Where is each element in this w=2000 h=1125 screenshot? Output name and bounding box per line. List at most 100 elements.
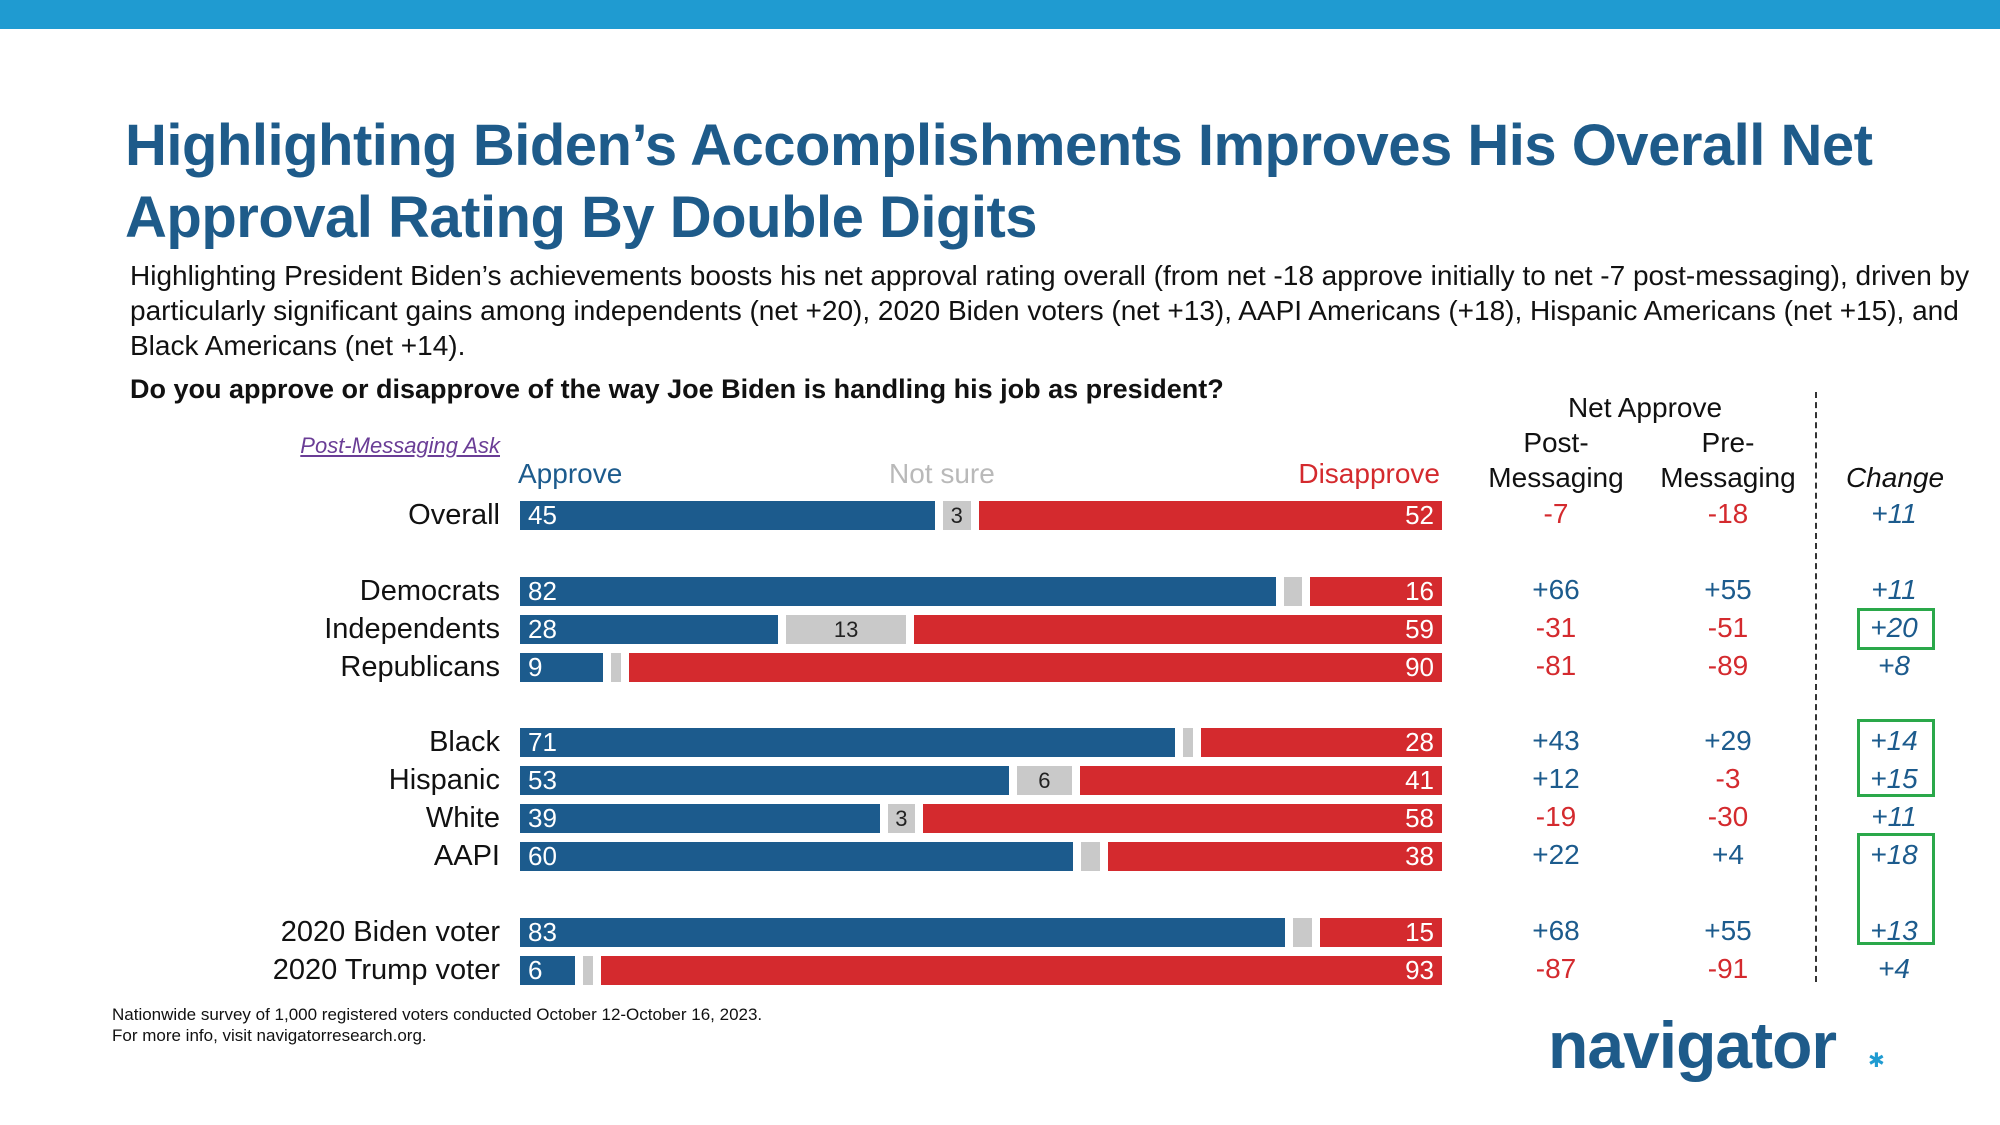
row-label: Independents [324, 613, 500, 645]
row-label: Hispanic [388, 764, 500, 796]
disapprove-bar [923, 804, 1442, 833]
disapprove-bar [601, 956, 1442, 985]
disapprove-bar [1107, 842, 1442, 871]
approve-value: 9 [528, 652, 543, 682]
net-pre-messaging-value: -18 [1707, 498, 1749, 529]
disapprove-bar [1079, 766, 1442, 795]
column-header-post-messaging: Post- Messaging [1488, 427, 1624, 493]
page-title: Highlighting Biden’s Accomplishments Imp… [125, 113, 1873, 250]
approve-value: 53 [528, 765, 557, 795]
top-accent-bar [0, 0, 2000, 29]
page-subtitle: Highlighting President Biden’s achieveme… [130, 260, 1970, 361]
survey-question: Do you approve or disapprove of the way … [130, 374, 1224, 404]
not-sure-value: 13 [833, 617, 859, 642]
net-post-messaging-value: -7 [1543, 498, 1569, 529]
navigator-logo: navigator [1548, 1008, 1837, 1082]
change-highlight-box [1857, 608, 1935, 650]
net-post-messaging-value: +43 [1532, 725, 1580, 756]
disapprove-value: 58 [1405, 803, 1434, 833]
change-value: +11 [1871, 801, 1917, 832]
row-label: Overall [408, 499, 500, 531]
column-divider [1815, 392, 1817, 982]
net-pre-messaging-value: +29 [1704, 725, 1752, 756]
disapprove-value: 28 [1405, 727, 1434, 757]
disapprove-value: 59 [1405, 614, 1434, 644]
disapprove-bar [1319, 918, 1442, 947]
not-sure-bar [1081, 842, 1100, 871]
net-pre-messaging-value: -51 [1707, 612, 1749, 643]
approve-value: 6 [528, 955, 543, 985]
disapprove-value: 90 [1405, 652, 1434, 682]
not-sure-bar [1182, 728, 1193, 757]
not-sure-bar [610, 653, 621, 682]
not-sure-value: 3 [895, 806, 908, 831]
row-label: 2020 Trump voter [272, 954, 500, 986]
approve-value: 83 [528, 917, 557, 947]
row-label: White [425, 802, 500, 834]
not-sure-bar [786, 615, 907, 644]
disapprove-value: 15 [1405, 917, 1434, 947]
row-label: Black [429, 726, 500, 758]
disapprove-value: 93 [1405, 955, 1434, 985]
approve-value: 45 [528, 500, 557, 530]
approve-value: 39 [528, 803, 557, 833]
net-post-messaging-value: +22 [1532, 839, 1580, 870]
post-messaging-ask-label: Post-Messaging Ask [300, 433, 500, 458]
net-pre-messaging-value: +55 [1704, 915, 1752, 946]
change-value: +8 [1878, 650, 1910, 681]
change-value: +14 [1870, 725, 1918, 756]
row-label: Republicans [340, 651, 500, 683]
not-sure-value: 6 [1038, 768, 1051, 793]
disapprove-value: 38 [1405, 841, 1434, 871]
approve-bar [520, 501, 935, 530]
net-pre-messaging-value: -91 [1707, 953, 1749, 984]
net-post-messaging-value: +66 [1532, 574, 1580, 605]
net-pre-messaging-value: -3 [1715, 763, 1741, 794]
approve-bar [520, 766, 1009, 795]
disapprove-bar [628, 653, 1442, 682]
disapprove-value: 52 [1405, 500, 1434, 530]
disapprove-bar [1200, 728, 1442, 757]
change-value: +20 [1870, 612, 1918, 643]
row-label: 2020 Biden voter [280, 916, 500, 948]
change-value: +4 [1878, 953, 1910, 984]
net-post-messaging-value: -87 [1535, 953, 1577, 984]
disapprove-value: 41 [1405, 765, 1434, 795]
change-value: +15 [1870, 763, 1918, 794]
disapprove-bar [1310, 577, 1442, 606]
disapprove-bar [914, 615, 1442, 644]
approve-value: 82 [528, 576, 557, 606]
approve-bar [520, 956, 576, 985]
net-post-messaging-value: -81 [1535, 650, 1577, 681]
approve-bar [520, 804, 880, 833]
net-pre-messaging-value: -89 [1707, 650, 1749, 681]
not-sure-bar [942, 501, 971, 530]
approve-value: 28 [528, 614, 557, 644]
row-label: Democrats [359, 575, 500, 607]
legend-approve: Approve [518, 458, 623, 489]
approve-bar [520, 842, 1074, 871]
change-value: +13 [1870, 915, 1918, 946]
approve-value: 60 [528, 841, 557, 871]
column-header-change: Change [1845, 462, 1945, 493]
net-pre-messaging-value: -30 [1707, 801, 1749, 832]
net-post-messaging-value: -31 [1535, 612, 1577, 643]
legend-not-sure: Not sure [889, 458, 995, 489]
disapprove-bar [978, 501, 1442, 530]
change-highlight-box [1857, 833, 1935, 945]
not-sure-bar [1016, 766, 1072, 795]
not-sure-bar [1293, 918, 1312, 947]
approve-bar [520, 653, 603, 682]
footnote: Nationwide survey of 1,000 registered vo… [112, 1004, 1112, 1046]
column-header-net-approve: Net Approve [1567, 392, 1723, 423]
net-post-messaging-value: +68 [1532, 915, 1580, 946]
net-post-messaging-value: +12 [1532, 763, 1580, 794]
column-header-pre-messaging: Pre- Messaging [1660, 427, 1796, 493]
not-sure-bar [887, 804, 916, 833]
legend-disapprove: Disapprove [1298, 458, 1440, 489]
change-value: +18 [1870, 839, 1918, 870]
change-value: +11 [1871, 574, 1917, 605]
net-pre-messaging-value: +4 [1712, 839, 1744, 870]
footnote-more-info: For more info, visit navigatorresearch.o… [112, 1026, 427, 1045]
approve-bar [520, 918, 1286, 947]
